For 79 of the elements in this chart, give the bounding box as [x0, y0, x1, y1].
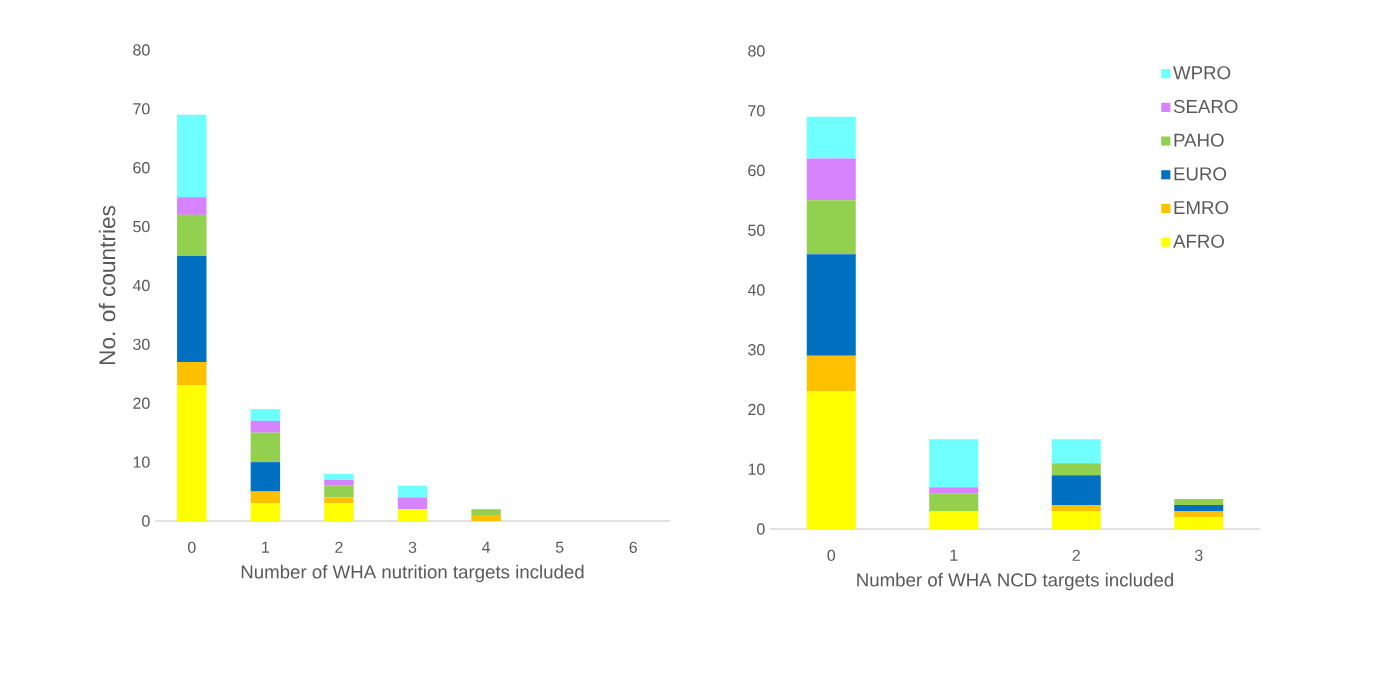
x-tick-label: 0 [187, 541, 196, 554]
bar [177, 362, 207, 386]
bar [177, 197, 207, 215]
x-tick-label: 0 [827, 549, 836, 562]
bar [177, 256, 207, 363]
y-tick-label: 60 [748, 164, 765, 177]
y-tick-label: 20 [748, 403, 765, 416]
y-tick-label: 0 [757, 523, 765, 535]
y-tick-label: 0 [142, 515, 150, 527]
bar [324, 473, 354, 480]
y-tick-label: 50 [748, 224, 765, 236]
y-axis-title: No. of countries [98, 205, 116, 365]
bar [177, 385, 207, 521]
bar [806, 200, 856, 255]
bar [806, 391, 856, 529]
y-tick-label: 70 [748, 105, 765, 117]
y-tick-label: 10 [748, 463, 765, 475]
bar [324, 497, 354, 504]
bar [929, 439, 979, 488]
y-tick-label: 30 [133, 338, 150, 351]
bar [806, 254, 856, 356]
bar [250, 409, 281, 421]
bar [177, 214, 207, 257]
y-tick-label: 40 [747, 284, 765, 296]
bar [1051, 511, 1101, 529]
x-tick-label: 2 [335, 541, 343, 553]
bar [1174, 511, 1224, 518]
bar [806, 355, 856, 392]
bar [1174, 517, 1224, 529]
x-tick-label: 3 [1194, 549, 1203, 562]
x-tick-label: 4 [482, 541, 491, 553]
legend-label: AFRO [1173, 234, 1224, 248]
x-tick-label: 1 [950, 549, 958, 561]
y-tick-label: 60 [133, 162, 150, 174]
bar [397, 497, 428, 510]
bar [177, 114, 207, 198]
bar [324, 503, 354, 521]
bar [250, 462, 281, 492]
bar [1051, 505, 1101, 512]
bar [929, 487, 979, 494]
bar [1051, 439, 1101, 464]
y-tick-label: 80 [133, 44, 150, 56]
bar [324, 479, 354, 486]
y-tick-label: 20 [133, 397, 150, 409]
bar [250, 420, 281, 433]
bar [397, 509, 428, 521]
y-tick-label: 80 [748, 45, 765, 57]
x-tick-label: 2 [1072, 549, 1080, 561]
legend-label: SEARO [1173, 99, 1238, 114]
legend-label: EMRO [1174, 200, 1229, 215]
y-tick-label: 10 [133, 456, 150, 468]
bar [397, 485, 428, 498]
bar [1051, 463, 1101, 476]
x-tick-label: 6 [629, 541, 637, 554]
x-axis-title: Number of WHA NCD targets included [857, 572, 1173, 591]
bar [1174, 499, 1224, 506]
y-tick-label: 40 [132, 279, 150, 292]
legend-label: EURO [1174, 167, 1227, 181]
bar [1051, 475, 1101, 506]
y-tick-label: 30 [748, 344, 765, 356]
x-tick-label: 1 [262, 541, 270, 553]
y-tick-label: 50 [133, 220, 150, 233]
bar [250, 432, 281, 463]
x-tick-label: 5 [555, 541, 564, 553]
legend-label: WPRO [1173, 66, 1231, 80]
x-axis-title: Number of WHA nutrition targets included [241, 564, 584, 583]
bar [471, 515, 501, 521]
legend-label: PAHO [1174, 133, 1224, 147]
bar [324, 485, 354, 498]
bar [806, 158, 856, 201]
x-tick-label: 3 [408, 541, 417, 554]
bar [1174, 505, 1224, 512]
bar [806, 116, 856, 159]
bar [250, 491, 281, 504]
bar [929, 493, 979, 512]
bar [250, 503, 281, 521]
bar [471, 509, 501, 516]
y-tick-label: 70 [133, 103, 150, 115]
bar [929, 511, 979, 529]
